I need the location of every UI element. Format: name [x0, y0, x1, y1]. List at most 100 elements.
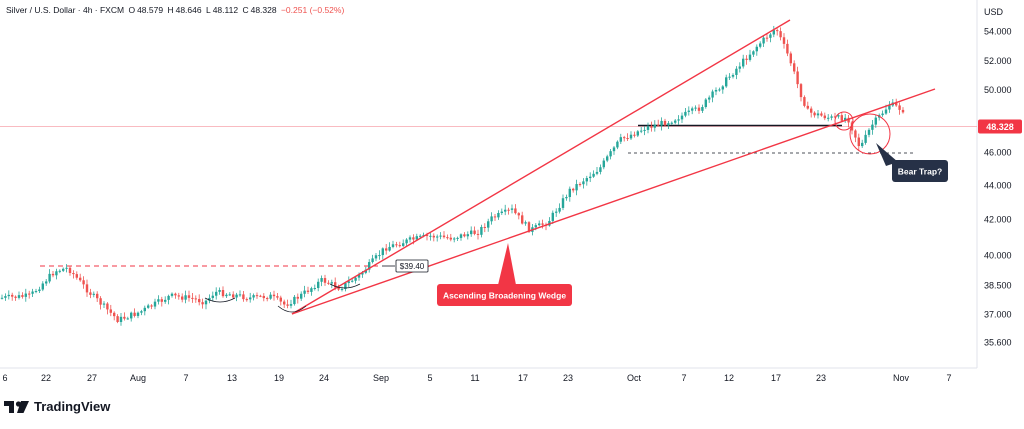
candle-body [555, 211, 558, 213]
candle-body [11, 294, 14, 297]
candle-body [847, 117, 850, 123]
candle [204, 299, 208, 310]
candle [28, 290, 31, 299]
wedge-lines [204, 19, 936, 315]
bear-trap-callout: Bear Trap? [876, 143, 948, 182]
candle [252, 293, 255, 301]
candle [752, 50, 755, 57]
candle [296, 293, 299, 304]
candle [850, 120, 854, 135]
candle-body [833, 116, 837, 118]
time-tick-label: 13 [227, 373, 237, 383]
candle-body [7, 294, 10, 297]
candle-body [429, 235, 432, 237]
candle [48, 269, 51, 284]
candle [521, 211, 524, 225]
candle-body [459, 234, 463, 238]
candle-body [568, 188, 571, 198]
candle-body [660, 120, 663, 126]
price-label-frame [395, 259, 429, 273]
candle-body [453, 238, 456, 240]
candle [276, 293, 279, 300]
candle-body [0, 297, 4, 299]
candle [650, 121, 653, 132]
price-tick-label: 46.000 [984, 148, 1012, 158]
candle-body [221, 290, 225, 297]
candle-body [245, 299, 248, 301]
candle [776, 28, 779, 36]
candle [677, 115, 680, 125]
candle-body [157, 299, 160, 302]
candle-body [633, 134, 636, 136]
candle-body [820, 113, 823, 116]
candle [235, 292, 238, 302]
candle [711, 89, 714, 103]
candle [684, 107, 687, 118]
candle-body [470, 230, 473, 235]
candle [762, 35, 765, 48]
candle [674, 119, 677, 125]
candle-body [762, 37, 765, 44]
candle [211, 291, 214, 301]
candle-body [323, 278, 327, 283]
candle [806, 101, 809, 110]
candle [456, 236, 459, 242]
candle-body [17, 295, 21, 298]
candle [735, 66, 738, 80]
candle-body [24, 293, 27, 297]
candle-body [487, 221, 490, 228]
candle-body [898, 105, 901, 110]
reference-lines [0, 124, 977, 267]
candle-body [225, 294, 228, 297]
candle [147, 303, 150, 309]
candle-body [300, 293, 303, 299]
candle-body [306, 290, 310, 292]
candle-body [296, 296, 299, 299]
candle-body [779, 31, 782, 38]
candle [867, 128, 871, 138]
candle [565, 194, 568, 201]
candle [578, 182, 582, 187]
candle [0, 294, 4, 300]
candle [381, 247, 384, 260]
candle-body [874, 117, 877, 125]
candle-body [368, 262, 371, 270]
candle-body [629, 134, 633, 139]
candle [830, 114, 833, 121]
candle-body [371, 258, 374, 263]
candle [643, 126, 646, 136]
candle [646, 122, 650, 134]
candle-body [204, 300, 208, 305]
candle-body [677, 119, 680, 121]
candle [194, 295, 197, 303]
candle [789, 51, 792, 67]
candle-body [786, 43, 789, 54]
candle [657, 119, 660, 127]
candle [572, 187, 575, 193]
candle-body [616, 141, 619, 148]
tradingview-logo[interactable]: TradingView [4, 399, 110, 414]
candle-body [164, 299, 167, 302]
candle-body [143, 307, 146, 312]
wedge-callout-box [437, 284, 572, 306]
candle [660, 117, 663, 131]
candle [150, 304, 153, 310]
candle [555, 208, 558, 217]
candle [704, 98, 707, 109]
wedge-callout-text: Ascending Broadening Wedge [443, 291, 566, 301]
candle [714, 87, 718, 96]
candle-body [119, 316, 123, 322]
candle [272, 290, 276, 301]
currency-label: USD [984, 7, 1004, 17]
candle [510, 204, 514, 214]
candle [691, 106, 694, 115]
candle-body [755, 46, 758, 52]
candle-body [595, 171, 599, 174]
candle [143, 305, 146, 316]
candle [725, 74, 728, 88]
candle-body [286, 304, 289, 306]
candle [24, 288, 27, 302]
candle [517, 212, 520, 220]
candle [680, 112, 684, 124]
